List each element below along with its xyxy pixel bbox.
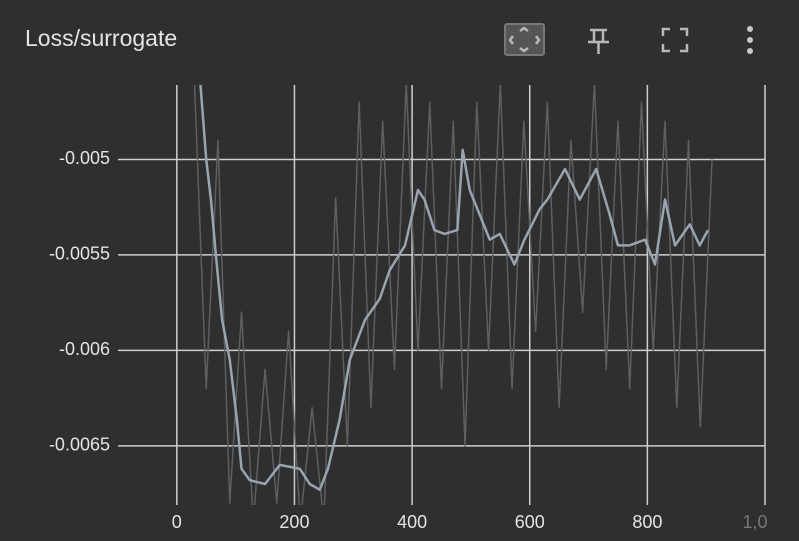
y-tick-label: -0.005 — [59, 148, 110, 168]
plot-area — [193, 85, 713, 505]
series-line — [199, 85, 710, 491]
more-button[interactable] — [747, 26, 753, 54]
chart-title: Loss/surrogate — [25, 25, 177, 51]
series-line — [193, 85, 713, 505]
y-tick-label: -0.0065 — [49, 435, 110, 455]
x-tick-label: 1,000 — [742, 512, 787, 532]
tick-labels: -0.005 -0.0055 -0.006 -0.0065 — [49, 148, 110, 454]
x-tick-label: 400 — [397, 512, 427, 532]
y-tick-label: -0.0055 — [49, 244, 110, 264]
grid — [118, 85, 766, 505]
x-tick-label: 600 — [515, 512, 545, 532]
x-tick-label: 0 — [172, 512, 182, 532]
fit-domain-button[interactable] — [504, 23, 545, 56]
x-tick-label: 200 — [279, 512, 309, 532]
fullscreen-button[interactable] — [661, 27, 689, 53]
pin-button[interactable] — [588, 28, 609, 54]
x-tick-labels: 0 200 400 600 800 1,000 — [172, 512, 787, 532]
y-tick-label: -0.006 — [59, 339, 110, 359]
x-tick-label: 800 — [632, 512, 662, 532]
